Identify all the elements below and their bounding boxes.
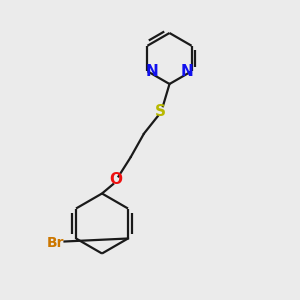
Text: Br: Br	[47, 236, 64, 250]
Text: N: N	[180, 64, 193, 79]
Text: N: N	[146, 64, 159, 79]
Text: S: S	[155, 103, 166, 118]
Text: O: O	[109, 172, 122, 188]
